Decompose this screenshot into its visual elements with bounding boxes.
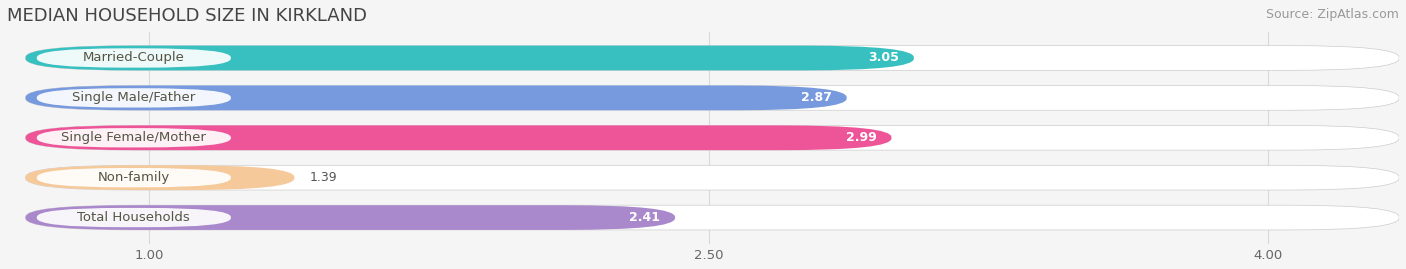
FancyBboxPatch shape (37, 128, 231, 147)
FancyBboxPatch shape (25, 165, 294, 190)
FancyBboxPatch shape (25, 86, 1399, 110)
Text: Single Female/Mother: Single Female/Mother (62, 131, 207, 144)
FancyBboxPatch shape (25, 46, 914, 70)
Text: 2.99: 2.99 (846, 131, 876, 144)
Text: Single Male/Father: Single Male/Father (72, 91, 195, 104)
Text: 3.05: 3.05 (868, 51, 898, 65)
FancyBboxPatch shape (25, 86, 846, 110)
FancyBboxPatch shape (25, 46, 1399, 70)
FancyBboxPatch shape (37, 208, 231, 227)
Text: MEDIAN HOUSEHOLD SIZE IN KIRKLAND: MEDIAN HOUSEHOLD SIZE IN KIRKLAND (7, 7, 367, 25)
Text: 1.39: 1.39 (309, 171, 337, 184)
Text: Source: ZipAtlas.com: Source: ZipAtlas.com (1265, 8, 1399, 21)
FancyBboxPatch shape (37, 48, 231, 68)
FancyBboxPatch shape (25, 205, 1399, 230)
FancyBboxPatch shape (25, 125, 891, 150)
FancyBboxPatch shape (37, 88, 231, 108)
FancyBboxPatch shape (25, 165, 1399, 190)
Text: Married-Couple: Married-Couple (83, 51, 184, 65)
Text: Total Households: Total Households (77, 211, 190, 224)
Text: 2.87: 2.87 (801, 91, 832, 104)
Text: Non-family: Non-family (97, 171, 170, 184)
FancyBboxPatch shape (25, 205, 675, 230)
FancyBboxPatch shape (37, 168, 231, 187)
Text: 2.41: 2.41 (628, 211, 659, 224)
FancyBboxPatch shape (25, 125, 1399, 150)
